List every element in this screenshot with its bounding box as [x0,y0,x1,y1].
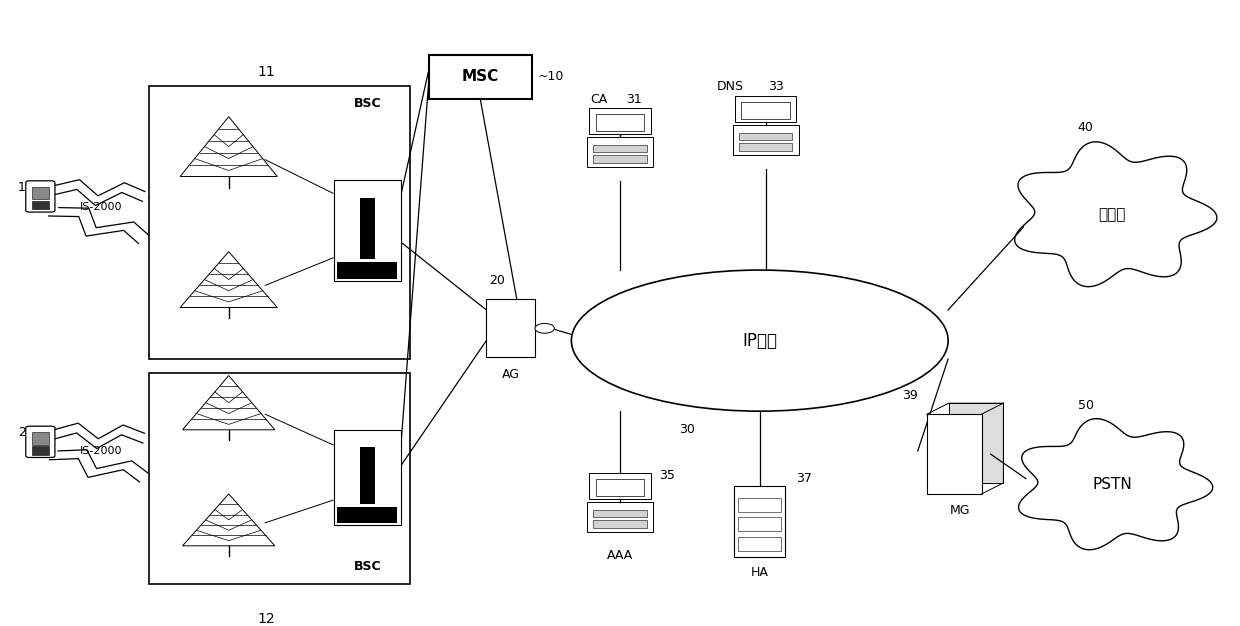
Polygon shape [180,252,278,307]
Bar [594,155,646,163]
Text: 30: 30 [678,423,694,436]
Bar [926,414,982,494]
Bar [734,486,785,557]
Polygon shape [1014,142,1216,287]
Polygon shape [180,116,278,177]
Text: 35: 35 [658,469,675,482]
Text: DNS: DNS [717,80,744,93]
Polygon shape [182,376,275,430]
Polygon shape [1018,419,1213,550]
Text: 50: 50 [1078,399,1094,412]
Bar [589,108,651,135]
Text: BSC: BSC [353,97,381,110]
Bar [360,447,374,504]
Text: IP网络: IP网络 [743,332,777,349]
Bar [738,537,781,552]
Bar [589,473,651,500]
Bar [735,96,796,122]
Text: 12: 12 [257,612,275,626]
Bar [486,299,534,357]
Bar [742,102,790,119]
Text: 20: 20 [489,274,505,287]
Text: 11: 11 [257,64,275,79]
Bar [739,133,792,140]
Bar [429,54,532,99]
Bar [31,432,50,444]
Text: 2: 2 [17,426,26,439]
Bar [31,187,50,199]
Text: CA: CA [590,93,608,106]
Circle shape [534,324,554,333]
FancyBboxPatch shape [26,181,55,212]
Bar [594,145,646,152]
Bar [334,430,401,525]
Bar [738,517,781,531]
Bar [360,198,374,259]
Text: HA: HA [750,566,769,579]
Bar [949,403,1003,483]
Text: PSTN: PSTN [1092,477,1132,492]
Text: IS-2000: IS-2000 [79,446,123,456]
Text: MSC: MSC [461,69,498,85]
Bar [31,446,50,454]
Text: MG: MG [950,505,971,518]
Text: 33: 33 [769,80,784,93]
Bar [149,86,409,359]
Text: IS-2000: IS-2000 [79,202,123,212]
Bar [31,201,50,209]
Bar [337,262,397,279]
Ellipse shape [572,270,949,411]
Bar [733,125,799,155]
Polygon shape [182,494,275,546]
Bar [337,507,397,523]
Text: 因特网: 因特网 [1099,207,1126,222]
Text: 39: 39 [901,389,918,402]
Text: ~10: ~10 [538,70,564,83]
Bar [739,143,792,150]
Bar [594,510,646,517]
Text: 40: 40 [1076,121,1092,135]
Bar [594,520,646,528]
Bar [738,498,781,511]
Bar [149,372,409,584]
Text: 37: 37 [796,472,812,485]
Text: AAA: AAA [606,549,634,562]
Bar [595,480,645,496]
Text: BSC: BSC [353,560,381,573]
Text: 1: 1 [17,181,26,193]
Text: AG: AG [502,368,520,381]
Bar [587,503,653,532]
Bar [595,115,645,131]
Bar [334,180,401,281]
Bar [587,137,653,167]
FancyBboxPatch shape [26,426,55,458]
Text: 31: 31 [626,93,642,106]
